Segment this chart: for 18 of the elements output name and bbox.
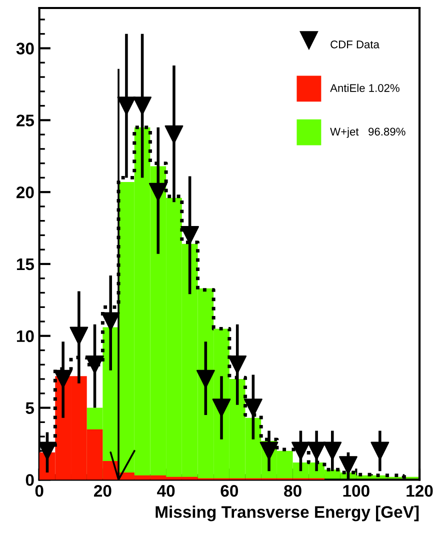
x-axis-title: Missing Transverse Energy [GeV] bbox=[156, 506, 419, 522]
y-tick-label: 0 bbox=[26, 474, 34, 486]
y-tick-label: 25 bbox=[16, 114, 34, 126]
y-tick-label: 15 bbox=[16, 258, 34, 270]
y-tick-label: 5 bbox=[26, 402, 34, 414]
x-tick-label: 20 bbox=[94, 485, 112, 497]
y-tick-label: 20 bbox=[16, 186, 34, 198]
legend-label: AntiEle 1.02% bbox=[330, 84, 400, 92]
legend-label: CDF Data bbox=[330, 40, 380, 48]
legend-label: W+jet 96.89% bbox=[330, 127, 406, 138]
x-tick-label: 120 bbox=[406, 485, 433, 497]
x-tick-label: 80 bbox=[284, 485, 302, 497]
x-tick-label: 40 bbox=[157, 485, 175, 497]
x-tick-label: 100 bbox=[343, 485, 370, 497]
y-tick-label: 10 bbox=[16, 330, 34, 342]
x-tick-label: 0 bbox=[35, 485, 44, 497]
x-tick-label: 60 bbox=[220, 485, 238, 497]
y-tick-label: 30 bbox=[16, 42, 34, 54]
